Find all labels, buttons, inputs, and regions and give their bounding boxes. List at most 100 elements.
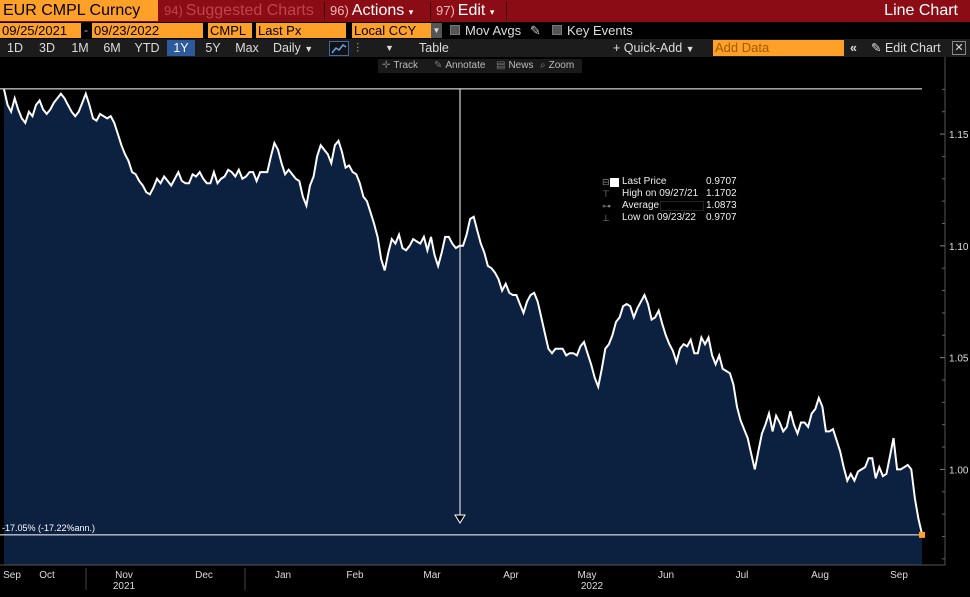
toolbar-divider [506,2,507,20]
actions-menu-button[interactable]: 96) Actions ▾ [330,0,413,21]
annotate-label: Annotate [445,60,486,71]
actions-dropdown-icon: ▾ [408,7,414,17]
legend-low-icon: ⊥ [602,213,610,223]
y-tick-label: 1.15 [949,130,969,141]
frequency-label: Daily [273,41,301,55]
legend-average-icon: ⊶ [602,201,611,211]
legend-average-bar [660,201,704,211]
suggested-charts-number: 94) [164,3,183,18]
year-label: 2022 [581,581,604,592]
price-series-line [3,89,923,535]
annotate-tool[interactable]: ✎ Annotate [434,59,485,73]
period-1y-button[interactable]: 1Y [167,40,195,56]
period-ytd-button[interactable]: YTD [134,41,160,55]
edit-dropdown-icon: ▾ [489,7,495,17]
price-area-fill [4,89,922,566]
suggested-charts-button[interactable]: 94) Suggested Charts [164,0,314,21]
key-events-checkbox[interactable] [552,25,562,35]
legend-low-row: ⊥ Low on 09/23/22 0.9707 [598,212,740,224]
edit-number: 97) [436,3,455,18]
track-tool[interactable]: ✛ Track [382,59,418,73]
tracker-arrow-icon [454,514,466,524]
price-chart[interactable]: -17.05% (-17.22%ann.) 1.15 1.10 1.05 1.00 Sep… [0,57,970,597]
performance-annotation: -17.05% (-17.22%ann.) [2,523,95,533]
legend-high-label: High on 09/27/21 [622,188,699,199]
x-tick-label: Aug [811,570,829,581]
period-3d-button[interactable]: 3D [39,41,55,55]
x-tick-label: Feb [346,570,364,581]
frequency-select[interactable]: Daily ▼ [273,40,313,56]
news-tool[interactable]: ▤ News [496,59,533,73]
x-tick-label: Mar [423,570,441,581]
period-6m-button[interactable]: 6M [103,41,121,55]
period-1d-button[interactable]: 1D [7,41,23,55]
plus-icon: + [613,41,621,55]
legend-average-row: ⊶ Average 1.0873 [598,200,740,212]
quick-add-dropdown-icon: ▼ [685,44,695,54]
chart-area: -17.05% (-17.22%ann.) 1.15 1.10 1.05 1.00 Sep… [0,57,970,597]
news-icon: ▤ [496,60,506,71]
edit-chart-button[interactable]: ✎ Edit Chart [871,40,941,56]
actions-label: Actions [351,2,405,19]
add-data-input[interactable]: Add Data [713,40,844,56]
mov-avgs-checkbox[interactable] [450,25,460,35]
legend-last-price-label: Last Price [622,176,667,187]
frequency-dropdown-icon: ▼ [304,44,314,54]
x-tick-label: Jan [275,570,291,581]
y-tick-label: 1.10 [949,242,969,253]
security-field[interactable]: CMPL [208,23,252,38]
x-tick-label: Oct [39,570,55,581]
legend-high-value: 1.1702 [706,188,737,199]
currency-select[interactable]: Local CCY [352,23,432,38]
close-icon[interactable]: ✕ [952,41,966,55]
currency-dropdown-icon[interactable]: ▼ [431,23,442,38]
edit-chart-pencil-icon: ✎ [871,41,882,55]
collapse-icon[interactable]: « [850,41,857,55]
x-tick-label: Sep [3,570,21,581]
period-1m-button[interactable]: 1M [71,41,89,55]
x-tick-label: Dec [195,570,213,581]
start-date-field[interactable]: 09/25/2021 [0,23,81,38]
legend-high-icon: ⊤ [602,189,610,199]
mov-avgs-label: Mov Avgs [465,23,522,38]
legend-low-label: Low on 09/23/22 [622,212,696,223]
y-tick-label: 1.05 [949,354,969,365]
x-tick-label: Jun [658,570,674,581]
ticker-field[interactable]: EUR CMPL Curncy [0,0,158,21]
x-tick-label: Nov [115,570,133,581]
track-label: Track [393,60,419,71]
bar-chart-icon[interactable]: ⫶ [356,41,360,55]
chart-legend: ⊟ Last Price 0.9707 ⊤ High on 09/27/21 1… [598,176,740,228]
last-value-marker [919,531,925,538]
table-button[interactable]: Table [419,41,449,55]
quick-add-button[interactable]: + Quick-Add ▼ [613,40,695,56]
chart-tools-bar: ✛ Track ✎ Annotate ▤ News ⌕ Zoom [378,59,582,73]
x-tick-label: Jul [736,570,749,581]
zoom-label: Zoom [548,60,575,71]
chart-style-dropdown-icon[interactable]: ▼ [385,43,394,53]
legend-high-row: ⊤ High on 09/27/21 1.1702 [598,188,740,200]
legend-swatch [610,178,619,187]
toolbar-divider [430,2,431,20]
crosshair-icon: ✛ [382,60,391,71]
line-chart-icon[interactable] [329,41,349,56]
news-label: News [508,60,534,71]
x-tick-label: Sep [890,570,908,581]
legend-expand-icon[interactable]: ⊟ [602,177,610,187]
annotate-icon: ✎ [434,60,443,71]
end-date-field[interactable]: 09/23/2022 [92,23,203,38]
y-tick-label: 1.00 [949,465,969,476]
period-row: 1D 3D 1M 6M YTD 1Y 5Y Max Daily ▼ ⫶ ▼ Ta… [0,39,970,57]
x-tick-label: May [578,570,597,581]
pencil-icon[interactable]: ✎ [530,23,541,38]
legend-last-price-row: ⊟ Last Price 0.9707 [598,176,740,188]
zoom-tool[interactable]: ⌕ Zoom [540,59,574,73]
period-max-button[interactable]: Max [235,41,259,55]
price-field-select[interactable]: Last Px [256,23,346,38]
edit-chart-label: Edit Chart [884,41,941,55]
edit-menu-button[interactable]: 97) Edit ▾ [436,0,494,21]
top-toolbar: EUR CMPL Curncy 94) Suggested Charts 96) A… [0,0,970,22]
period-5y-button[interactable]: 5Y [205,41,221,55]
settings-row: 09/25/2021 - 09/23/2022 CMPL Last Px Loc… [0,22,970,39]
legend-low-value: 0.9707 [706,212,737,223]
